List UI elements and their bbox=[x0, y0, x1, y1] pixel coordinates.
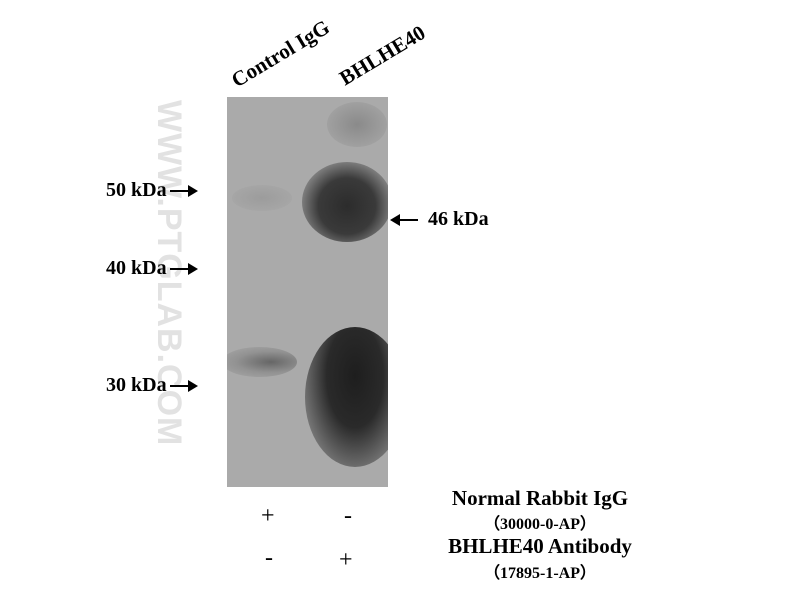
arrow-left-icon bbox=[390, 213, 418, 226]
band-ip-heavy-chain bbox=[305, 327, 388, 467]
sign-igg-lane2: - bbox=[344, 503, 352, 529]
arrow-right-icon bbox=[169, 262, 198, 275]
lane-label-bhlhe40: BHLHE40 bbox=[335, 20, 430, 91]
target-marker-46kda: 46 kDa bbox=[390, 208, 489, 231]
marker-50kda: 50 kDa bbox=[106, 179, 198, 202]
arrow-right-icon bbox=[169, 379, 198, 392]
condition-catalog-igg: （30000-0-AP） bbox=[484, 516, 596, 533]
sign-igg-lane1: + bbox=[261, 503, 275, 529]
condition-name-igg: Normal Rabbit IgG bbox=[451, 486, 629, 510]
marker-label: 50 kDa bbox=[106, 179, 167, 201]
condition-catalog-antibody: （17895-1-AP） bbox=[484, 565, 596, 582]
lane-label-control-igg: Control IgG bbox=[227, 14, 334, 93]
band-ip-46kda bbox=[302, 162, 388, 242]
target-marker-label: 46 kDa bbox=[428, 208, 489, 230]
band-ip-top-smear bbox=[327, 102, 387, 147]
marker-40kda: 40 kDa bbox=[106, 257, 198, 280]
marker-30kda: 30 kDa bbox=[106, 374, 198, 397]
marker-label: 40 kDa bbox=[106, 257, 167, 279]
condition-name-antibody: BHLHE40 Antibody bbox=[448, 534, 632, 558]
band-control-faint bbox=[232, 185, 292, 211]
sign-antibody-lane1: - bbox=[265, 545, 273, 571]
sign-antibody-lane2: + bbox=[339, 547, 353, 573]
blot-membrane bbox=[227, 97, 388, 487]
marker-label: 30 kDa bbox=[106, 374, 167, 396]
arrow-right-icon bbox=[169, 184, 198, 197]
band-control-heavy-chain bbox=[227, 347, 297, 377]
